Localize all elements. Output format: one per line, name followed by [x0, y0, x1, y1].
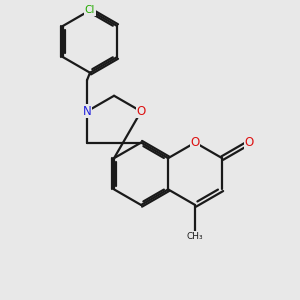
Text: Cl: Cl: [85, 5, 95, 15]
Text: N: N: [83, 105, 92, 118]
Text: O: O: [244, 136, 254, 149]
Text: O: O: [136, 105, 146, 118]
Text: O: O: [190, 136, 200, 149]
Text: CH₃: CH₃: [187, 232, 203, 241]
